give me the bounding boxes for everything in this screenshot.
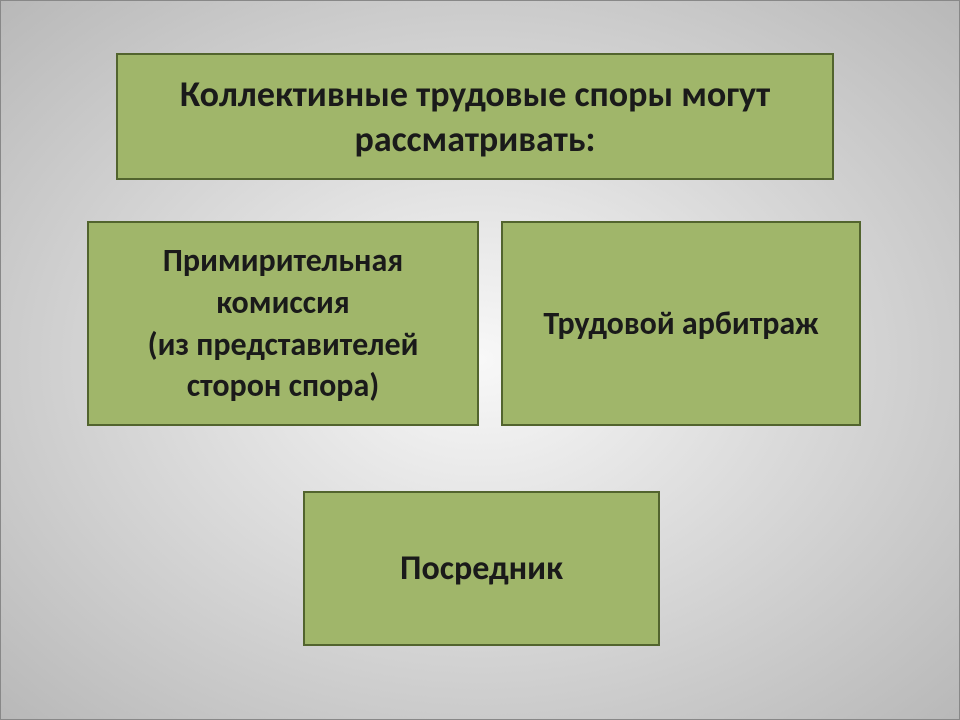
left-box-text: Примирительная комиссия(из представителе… — [99, 240, 467, 406]
right-box: Трудовой арбитраж — [501, 221, 861, 426]
right-box-text: Трудовой арбитраж — [543, 303, 818, 345]
bottom-box-text: Посредник — [400, 548, 563, 589]
title-text: Коллективные трудовые споры могут рассма… — [138, 72, 812, 162]
title-box: Коллективные трудовые споры могут рассма… — [116, 53, 834, 180]
left-box: Примирительная комиссия(из представителе… — [87, 221, 479, 426]
bottom-box: Посредник — [303, 491, 660, 646]
